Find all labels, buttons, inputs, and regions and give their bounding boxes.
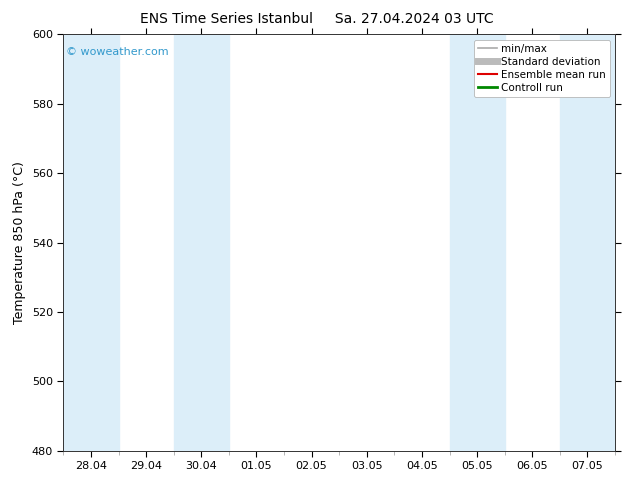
Bar	[560, 34, 615, 451]
Bar	[174, 34, 229, 451]
Legend: min/max, Standard deviation, Ensemble mean run, Controll run: min/max, Standard deviation, Ensemble me…	[474, 40, 610, 97]
Y-axis label: Temperature 850 hPa (°C): Temperature 850 hPa (°C)	[13, 161, 26, 324]
Bar	[63, 34, 119, 451]
Text: © woweather.com: © woweather.com	[66, 47, 169, 57]
Bar	[450, 34, 505, 451]
Text: ENS Time Series Istanbul     Sa. 27.04.2024 03 UTC: ENS Time Series Istanbul Sa. 27.04.2024 …	[140, 12, 494, 26]
